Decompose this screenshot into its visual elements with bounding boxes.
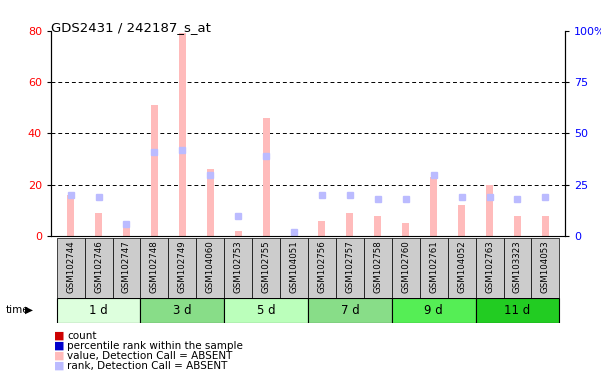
- Text: GSM102758: GSM102758: [373, 240, 382, 293]
- Bar: [475, 238, 504, 298]
- Text: GSM102756: GSM102756: [317, 240, 326, 293]
- Bar: [514, 216, 521, 236]
- Bar: [151, 105, 158, 236]
- Text: GSM102749: GSM102749: [178, 240, 187, 293]
- Bar: [224, 298, 308, 323]
- Bar: [112, 238, 141, 298]
- Bar: [458, 205, 465, 236]
- Bar: [290, 231, 297, 236]
- Text: ■: ■: [54, 341, 64, 351]
- Bar: [419, 238, 448, 298]
- Text: GSM102748: GSM102748: [150, 240, 159, 293]
- Text: GSM102747: GSM102747: [122, 240, 131, 293]
- Text: 11 d: 11 d: [504, 304, 531, 316]
- Text: GSM102760: GSM102760: [401, 240, 410, 293]
- Bar: [207, 169, 214, 236]
- Text: 9 d: 9 d: [424, 304, 443, 316]
- Bar: [531, 238, 560, 298]
- Text: 5 d: 5 d: [257, 304, 275, 316]
- Bar: [308, 238, 336, 298]
- Bar: [85, 238, 112, 298]
- Text: value, Detection Call = ABSENT: value, Detection Call = ABSENT: [67, 351, 233, 361]
- Bar: [263, 118, 270, 236]
- Bar: [475, 298, 560, 323]
- Bar: [402, 223, 409, 236]
- Text: ▶: ▶: [25, 305, 33, 315]
- Text: GSM104053: GSM104053: [541, 240, 550, 293]
- Text: GSM102763: GSM102763: [485, 240, 494, 293]
- Bar: [141, 298, 224, 323]
- Bar: [542, 216, 549, 236]
- Bar: [374, 216, 381, 236]
- Bar: [95, 213, 102, 236]
- Bar: [56, 238, 85, 298]
- Text: GSM102755: GSM102755: [261, 240, 270, 293]
- Text: GSM102757: GSM102757: [346, 240, 355, 293]
- Text: GSM103323: GSM103323: [513, 240, 522, 293]
- Text: GSM104060: GSM104060: [206, 240, 215, 293]
- Bar: [179, 33, 186, 236]
- Bar: [364, 238, 392, 298]
- Text: ■: ■: [54, 351, 64, 361]
- Text: ■: ■: [54, 331, 64, 341]
- Text: GSM102761: GSM102761: [429, 240, 438, 293]
- Bar: [235, 231, 242, 236]
- Bar: [168, 238, 197, 298]
- Bar: [448, 238, 475, 298]
- Text: rank, Detection Call = ABSENT: rank, Detection Call = ABSENT: [67, 361, 228, 371]
- Text: GSM104052: GSM104052: [457, 240, 466, 293]
- Text: 3 d: 3 d: [173, 304, 192, 316]
- Bar: [280, 238, 308, 298]
- Bar: [67, 195, 74, 236]
- Text: count: count: [67, 331, 97, 341]
- Text: 7 d: 7 d: [341, 304, 359, 316]
- Bar: [504, 238, 531, 298]
- Text: 1 d: 1 d: [89, 304, 108, 316]
- Text: GSM104051: GSM104051: [290, 240, 299, 293]
- Text: GSM102746: GSM102746: [94, 240, 103, 293]
- Text: GSM102744: GSM102744: [66, 240, 75, 293]
- Bar: [197, 238, 224, 298]
- Bar: [392, 238, 419, 298]
- Bar: [319, 221, 326, 236]
- Bar: [123, 223, 130, 236]
- Bar: [392, 298, 475, 323]
- Text: GDS2431 / 242187_s_at: GDS2431 / 242187_s_at: [51, 21, 211, 34]
- Bar: [346, 213, 353, 236]
- Text: time: time: [6, 305, 29, 315]
- Bar: [224, 238, 252, 298]
- Bar: [486, 185, 493, 236]
- Bar: [308, 298, 392, 323]
- Text: GSM102753: GSM102753: [234, 240, 243, 293]
- Text: ■: ■: [54, 361, 64, 371]
- Bar: [141, 238, 168, 298]
- Bar: [252, 238, 280, 298]
- Bar: [56, 298, 141, 323]
- Bar: [430, 177, 437, 236]
- Bar: [336, 238, 364, 298]
- Text: percentile rank within the sample: percentile rank within the sample: [67, 341, 243, 351]
